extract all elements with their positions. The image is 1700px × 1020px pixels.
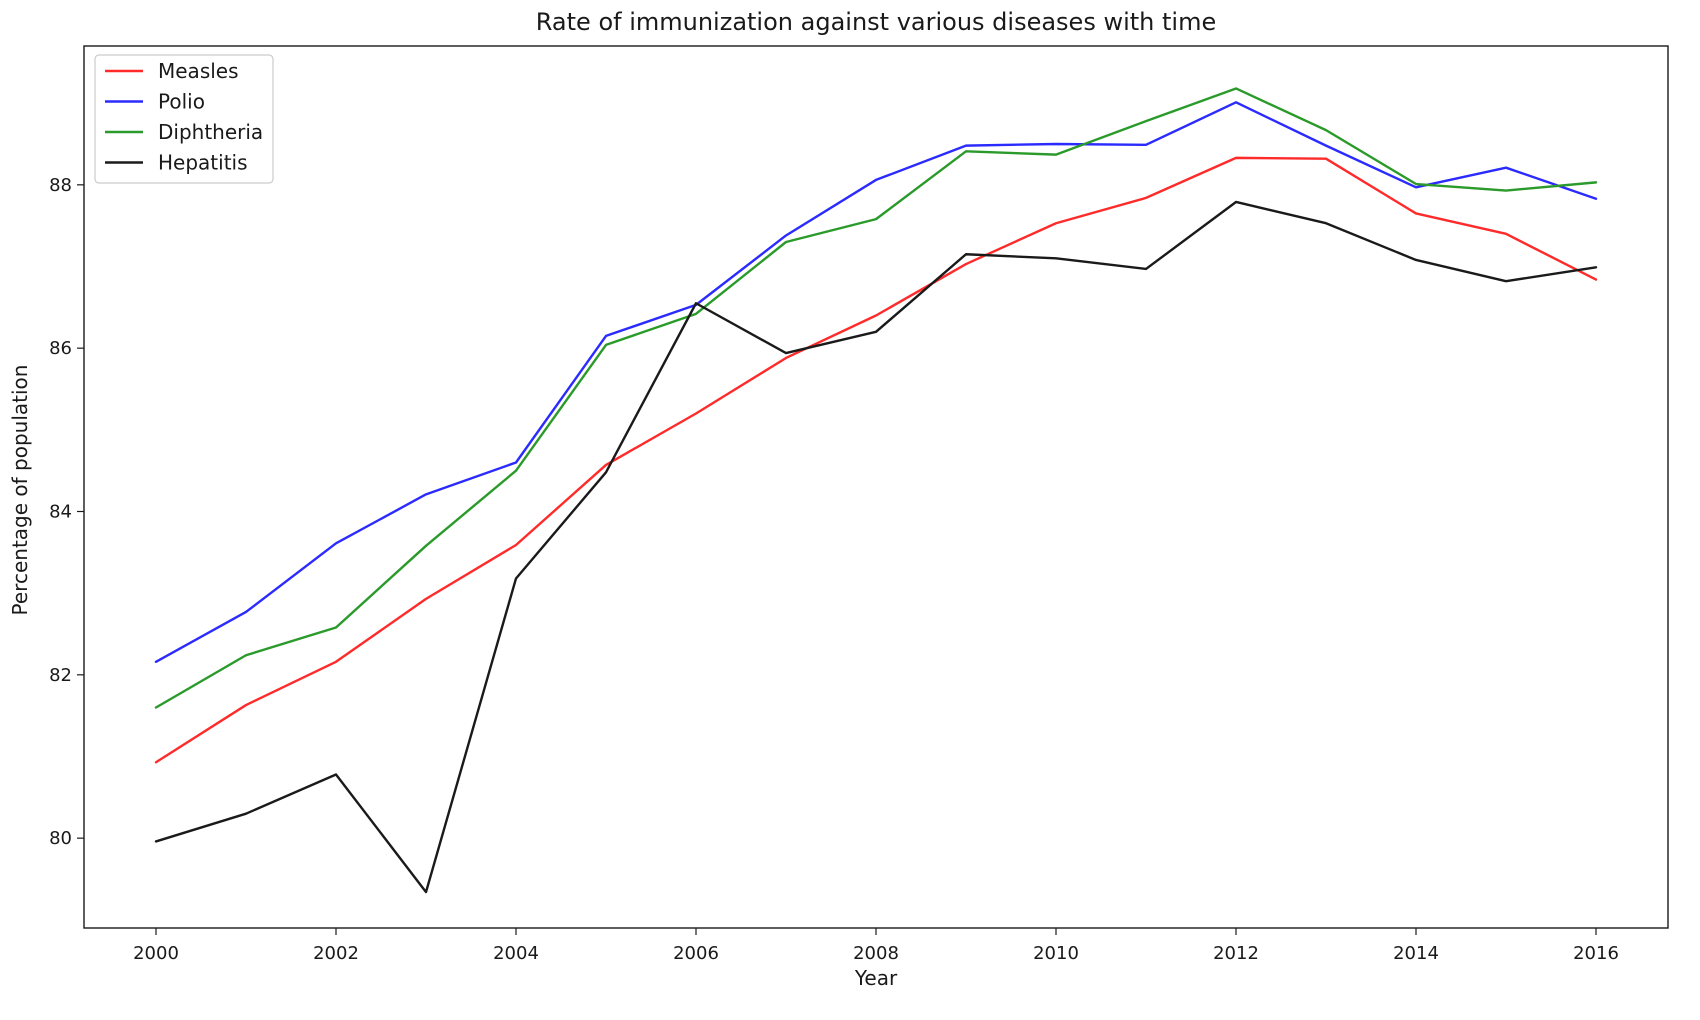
x-tick-label: 2004 — [493, 943, 539, 964]
y-tick-label: 88 — [49, 175, 72, 196]
legend-label-measles: Measles — [158, 59, 239, 83]
y-axis-label: Percentage of population — [8, 365, 32, 616]
series-line-hepatitis — [154, 200, 1598, 894]
x-tick-label: 2012 — [1213, 943, 1259, 964]
plot-area: 2000 2002 2004 2006 2008 2010 2012 2014 2016 80 82… — [49, 45, 1669, 964]
legend-label-polio: Polio — [158, 90, 205, 114]
x-tick-label: 2014 — [1393, 943, 1439, 964]
series-line-measles — [154, 156, 1598, 764]
x-tick-label: 2016 — [1573, 943, 1619, 964]
legend: Measles Polio Diphtheria Hepatitis — [94, 54, 274, 184]
x-tick-label: 2006 — [673, 943, 719, 964]
y-tick-label: 84 — [49, 502, 72, 523]
legend-label-hepatitis: Hepatitis — [158, 151, 248, 175]
legend-label-diphtheria: Diphtheria — [158, 120, 263, 144]
y-tick-label: 80 — [49, 828, 72, 849]
x-tick-label: 2008 — [853, 943, 899, 964]
series-line-diphtheria — [154, 87, 1598, 709]
legend-box — [94, 54, 274, 184]
x-axis-label: Year — [854, 966, 898, 990]
y-tick-label: 82 — [49, 665, 72, 686]
series-line-polio — [154, 101, 1598, 663]
y-tick-label: 86 — [49, 338, 72, 359]
chart-title: Rate of immunization against various dis… — [536, 8, 1216, 36]
x-tick-label: 2002 — [313, 943, 359, 964]
x-tick-label: 2000 — [133, 943, 179, 964]
x-tick-label: 2010 — [1033, 943, 1079, 964]
